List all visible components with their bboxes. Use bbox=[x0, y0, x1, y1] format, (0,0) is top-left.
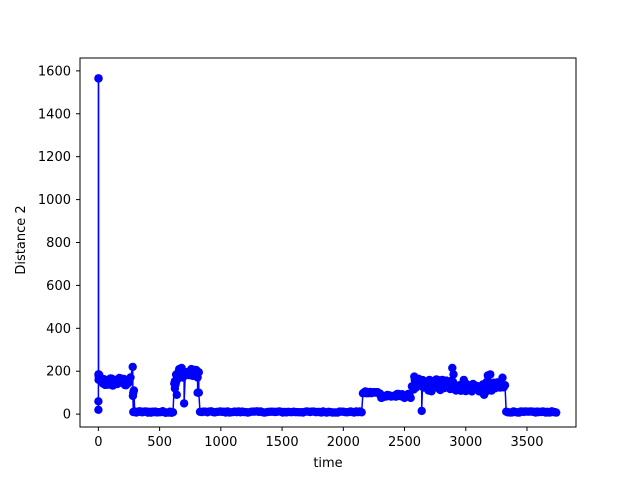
data-point bbox=[486, 370, 495, 379]
data-point bbox=[94, 397, 103, 406]
x-tick-label: 2500 bbox=[388, 435, 421, 450]
y-tick-label: 800 bbox=[46, 236, 71, 251]
data-point bbox=[94, 74, 103, 83]
data-point bbox=[406, 393, 415, 403]
x-axis-label: time bbox=[313, 456, 342, 471]
data-point bbox=[449, 370, 458, 379]
series-line bbox=[97, 78, 557, 414]
x-tick-label: 3000 bbox=[449, 435, 482, 450]
data-point bbox=[172, 390, 181, 399]
data-point bbox=[168, 408, 178, 417]
x-tick-label: 1500 bbox=[266, 435, 299, 450]
y-tick-label: 1600 bbox=[38, 64, 71, 79]
y-tick-label: 1200 bbox=[38, 150, 71, 165]
data-point bbox=[128, 362, 137, 372]
data-point bbox=[498, 373, 507, 382]
x-tick-label: 500 bbox=[147, 435, 172, 450]
x-tick-label: 0 bbox=[94, 435, 102, 450]
data-point bbox=[194, 368, 203, 377]
data-point bbox=[500, 381, 510, 390]
y-tick-label: 400 bbox=[46, 322, 71, 337]
data-point bbox=[448, 363, 457, 373]
y-tick-label: 1400 bbox=[38, 107, 71, 122]
data-point bbox=[129, 386, 139, 395]
x-tick-label: 2000 bbox=[327, 435, 360, 450]
plot-area bbox=[79, 57, 577, 428]
y-tick-label: 1000 bbox=[38, 193, 71, 208]
data-point bbox=[552, 408, 561, 417]
y-axis-label: Distance 2 bbox=[14, 205, 29, 274]
plot-frame bbox=[79, 57, 577, 428]
y-tick-label: 0 bbox=[63, 408, 71, 423]
y-tick-label: 200 bbox=[46, 365, 71, 380]
data-point bbox=[179, 399, 189, 408]
data-point bbox=[357, 408, 366, 417]
y-axis: 0 200 400 600 800 1000 1200 1400 1600 bbox=[38, 64, 80, 423]
x-axis: 0 500 1000 1500 2000 2500 3000 3500 bbox=[94, 427, 544, 450]
y-tick-label: 600 bbox=[46, 279, 71, 294]
x-tick-label: 1000 bbox=[204, 435, 237, 450]
data-point bbox=[194, 388, 203, 397]
x-tick-label: 3500 bbox=[510, 435, 543, 450]
data-point bbox=[94, 405, 103, 414]
data-point bbox=[417, 406, 426, 416]
data-point bbox=[126, 373, 135, 382]
